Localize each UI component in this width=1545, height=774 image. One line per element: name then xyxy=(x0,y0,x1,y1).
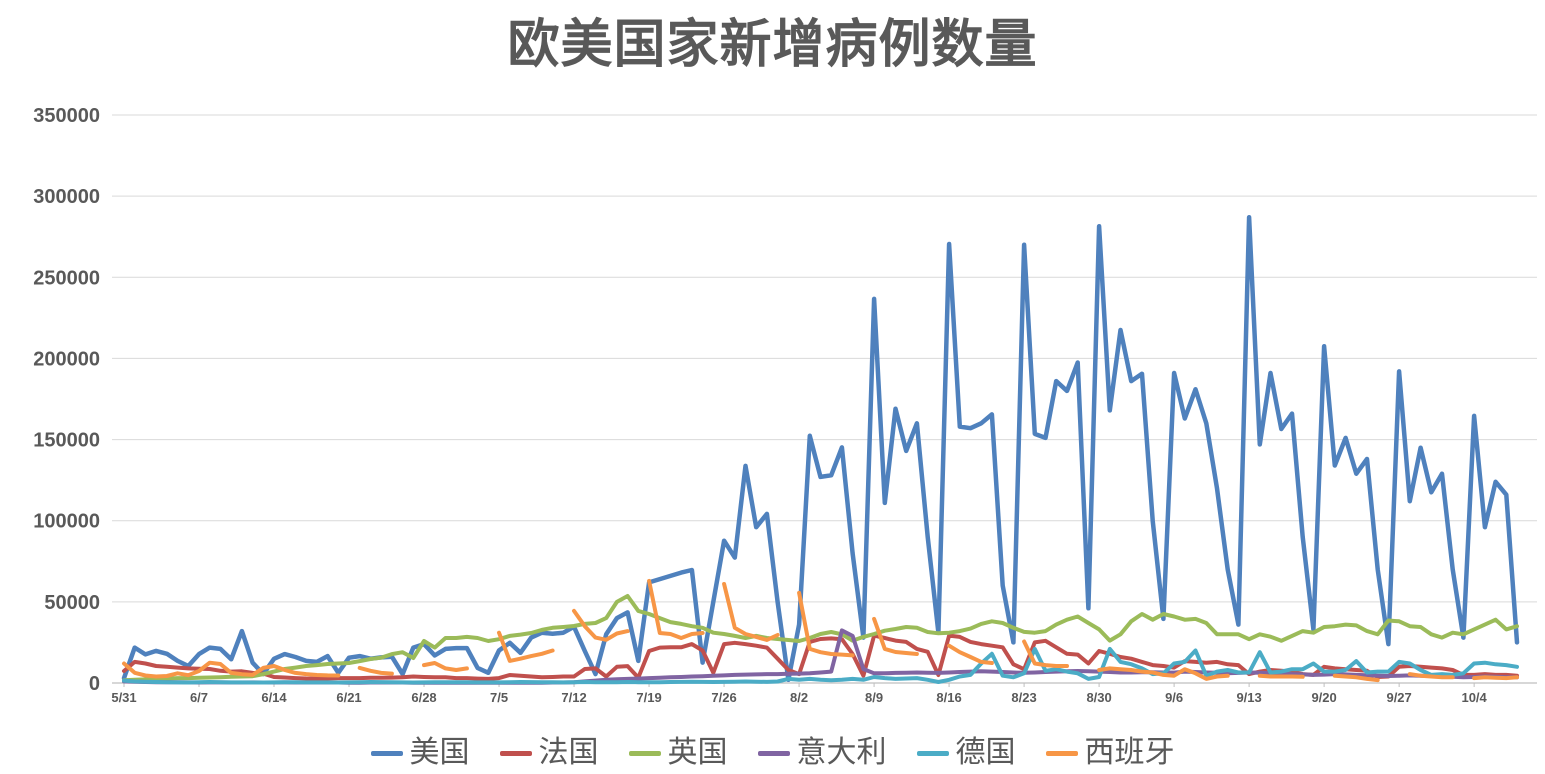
legend-label-germany: 德国 xyxy=(955,735,1016,770)
x-axis-label: 8/2 xyxy=(790,690,808,705)
legend-label-italy: 意大利 xyxy=(796,735,887,770)
y-axis-label: 250000 xyxy=(33,267,100,289)
x-axis-label: 8/30 xyxy=(1086,690,1111,705)
legend-item-usa: 美国 xyxy=(370,735,470,770)
x-axis-label: 8/16 xyxy=(936,690,961,705)
x-axis-label: 8/23 xyxy=(1011,690,1036,705)
x-axis-label: 8/9 xyxy=(865,690,883,705)
series-line-germany xyxy=(122,646,1519,685)
x-axis-label: 9/6 xyxy=(1165,690,1183,705)
x-axis-label: 7/5 xyxy=(490,690,508,705)
legend-label-france: 法国 xyxy=(538,735,599,770)
x-axis-label: 6/21 xyxy=(336,690,361,705)
legend-marker-germany xyxy=(916,750,949,756)
y-axis-label: 100000 xyxy=(33,511,100,533)
legend-marker-italy xyxy=(757,750,790,756)
x-axis-label: 6/7 xyxy=(190,690,208,705)
x-axis-label: 6/28 xyxy=(411,690,436,705)
y-axis-label: 150000 xyxy=(33,430,100,452)
series-line-spain xyxy=(122,578,1519,683)
legend-label-usa: 美国 xyxy=(409,735,470,770)
x-axis-label: 9/27 xyxy=(1386,690,1411,705)
legend-item-italy: 意大利 xyxy=(757,735,887,770)
legend-label-spain: 西班牙 xyxy=(1084,735,1175,770)
y-axis-label: 350000 xyxy=(33,105,100,127)
x-axis-label: 7/19 xyxy=(636,690,661,705)
x-axis-label: 9/20 xyxy=(1311,690,1336,705)
legend-item-germany: 德国 xyxy=(916,735,1016,770)
series-line-uk xyxy=(122,594,1519,683)
legend-marker-spain xyxy=(1045,750,1078,756)
legend-item-spain: 西班牙 xyxy=(1045,735,1175,770)
legend-label-uk: 英国 xyxy=(667,735,728,770)
x-axis-label: 5/31 xyxy=(111,690,136,705)
legend-marker-usa xyxy=(370,750,403,756)
legend-marker-uk xyxy=(628,750,661,756)
legend-item-france: 法国 xyxy=(499,735,599,770)
y-axis-label: 300000 xyxy=(33,186,100,208)
y-axis-label: 50000 xyxy=(44,592,100,614)
legend-marker-france xyxy=(499,750,532,756)
x-axis-label: 6/14 xyxy=(261,690,287,705)
x-axis-label: 7/26 xyxy=(711,690,736,705)
chart-title: 欧美国家新增病例数量 xyxy=(507,14,1038,75)
y-axis-label: 200000 xyxy=(33,348,100,370)
y-axis-label: 0 xyxy=(89,673,100,695)
legend-item-uk: 英国 xyxy=(628,735,728,770)
x-axis-label: 9/13 xyxy=(1236,690,1261,705)
series-line-usa xyxy=(121,214,1520,683)
x-axis-label: 10/4 xyxy=(1461,690,1487,705)
chart-legend: 美国 法国 英国 意大利 德国 西班牙 xyxy=(0,738,1545,768)
x-axis-label: 7/12 xyxy=(561,690,586,705)
